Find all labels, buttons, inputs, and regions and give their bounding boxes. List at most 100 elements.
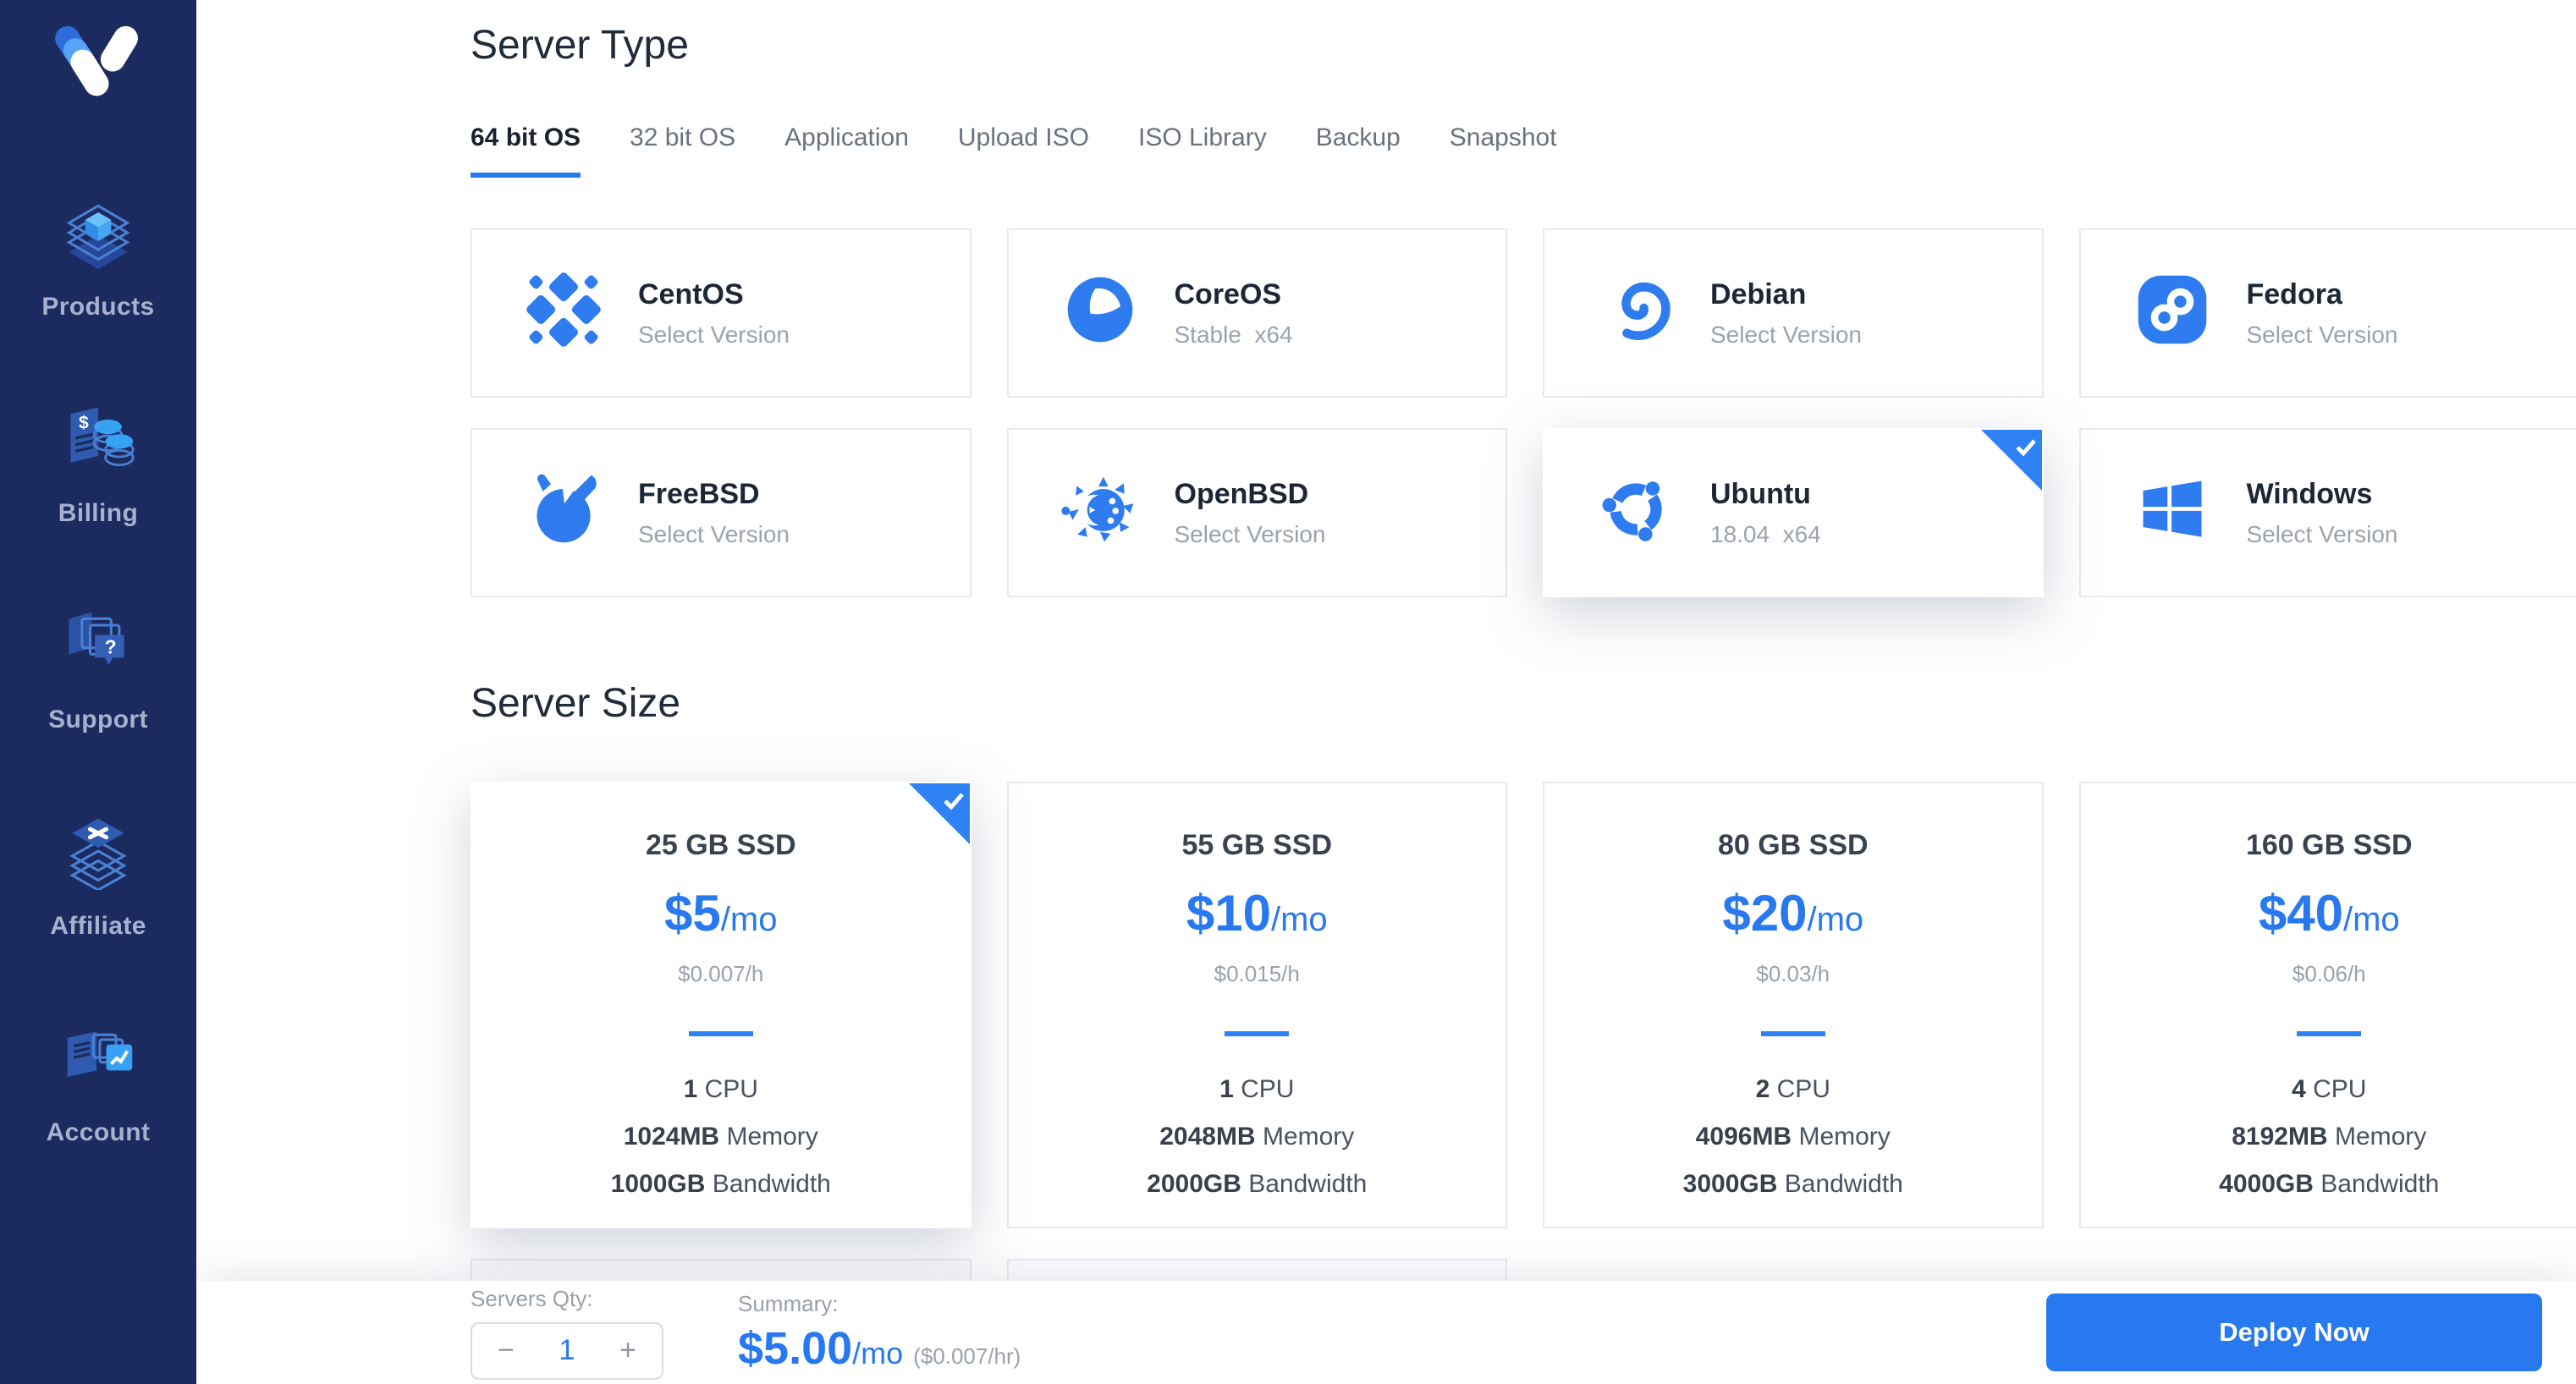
plan-divider [1225,1031,1290,1036]
next-row-partial-cards [471,1259,2576,1282]
sidebar-item-support[interactable]: ? Support [48,606,148,734]
summary-price-line: $5.00/mo ($0.007/hr) [738,1322,1021,1374]
size-card-160gb[interactable]: 160 GB SSD $40/mo $0.06/h 4 CPU 8192MB M… [2078,782,2576,1228]
os-card-fedora[interactable]: Fedora Select Version [2078,228,2576,398]
os-card-debian[interactable]: Debian Select Version [1543,228,2044,398]
summary-block: Summary: $5.00/mo ($0.007/hr) [738,1291,1021,1375]
qty-increase-button[interactable]: + [616,1334,640,1367]
tab-32-bit-os[interactable]: 32 bit OS [630,124,736,151]
main-content: Server Type 64 bit OS 32 bit OS Applicat… [196,0,2576,1282]
os-name: Windows [2246,477,2373,510]
tab-iso-library[interactable]: ISO Library [1137,124,1267,151]
debian-icon [1597,271,1675,355]
os-version: Select Version [2246,520,2398,547]
summary-hourly: ($0.007/hr) [913,1343,1021,1369]
plan-price: $10/mo [1186,885,1328,942]
sidebar-item-products[interactable]: Products [41,193,154,321]
sidebar-item-label: Account [46,1118,151,1146]
os-name: FreeBSD [638,477,760,510]
products-icon [59,193,137,277]
check-icon [943,793,964,810]
os-version: Stable x64 [1174,321,1293,348]
os-name: Ubuntu [1710,477,1811,510]
sidebar-item-billing[interactable]: $ Billing [58,399,138,528]
os-card-centos[interactable]: CentOS Select Version [471,228,972,398]
deploy-now-button[interactable]: Deploy Now [2046,1293,2542,1371]
check-icon [2015,439,2036,457]
centos-icon [525,271,603,355]
server-type-tabs: 64 bit OS 32 bit OS Application Upload I… [471,124,2576,178]
servers-qty-label: Servers Qty: [471,1285,593,1311]
plan-specs: 2 CPU 4096MB Memory 3000GB Bandwidth [1682,1075,1903,1198]
plan-price: $40/mo [2258,885,2400,942]
partial-card [471,1259,972,1282]
plan-hourly: $0.03/h [1756,961,1830,986]
servers-qty-block: Servers Qty: − 1 + [471,1286,663,1380]
plan-storage: 25 GB SSD [645,829,796,861]
plan-divider [688,1031,753,1036]
qty-decrease-button[interactable]: − [494,1334,518,1367]
sidebar: Products $ Billin [0,0,196,1384]
size-card-25gb[interactable]: 25 GB SSD $5/mo $0.007/h 1 CPU 1024MB Me… [471,782,972,1228]
sidebar-item-account[interactable]: Account [47,1019,151,1147]
os-version: Select Version [638,321,790,348]
os-version: Select Version [2246,321,2398,348]
tab-application[interactable]: Application [784,124,909,151]
os-name: Debian [1710,277,1807,310]
svg-text:?: ? [105,636,117,658]
tab-backup[interactable]: Backup [1315,124,1401,151]
deploy-footer: Servers Qty: − 1 + Summary: $5.00/mo ($0… [196,1281,2576,1384]
os-version: Select Version [1710,321,1862,348]
coreos-icon [1061,271,1139,355]
tab-snapshot[interactable]: Snapshot [1449,124,1557,151]
os-card-windows[interactable]: Windows Select Version [2078,428,2576,597]
plan-hourly: $0.007/h [678,961,764,986]
support-icon: ? [59,606,137,690]
quantity-stepper[interactable]: − 1 + [471,1321,663,1380]
size-card-80gb[interactable]: 80 GB SSD $20/mo $0.03/h 2 CPU 4096MB Me… [1543,782,2044,1228]
windows-icon [2133,470,2211,555]
server-type-title: Server Type [471,23,689,68]
plan-hourly: $0.06/h [2292,961,2366,986]
summary-label: Summary: [738,1290,839,1316]
sidebar-item-affiliate[interactable]: Affiliate [50,812,146,941]
account-icon [59,1019,137,1103]
os-version: 18.04 x64 [1710,520,1821,547]
qty-value: 1 [559,1334,575,1366]
sidebar-item-label: Billing [58,499,139,527]
plan-specs: 4 CPU 8192MB Memory 4000GB Bandwidth [2219,1075,2440,1198]
size-card-55gb[interactable]: 55 GB SSD $10/mo $0.015/h 1 CPU 2048MB M… [1006,782,1507,1228]
vultr-logo[interactable] [52,24,144,108]
sidebar-item-label: Products [41,293,155,321]
partial-card [1006,1259,1507,1282]
tab-64-bit-os[interactable]: 64 bit OS [471,124,581,178]
plan-storage: 160 GB SSD [2245,829,2413,861]
os-version: Select Version [638,520,790,547]
size-grid: 25 GB SSD $5/mo $0.007/h 1 CPU 1024MB Me… [471,782,2576,1228]
openbsd-icon [1060,470,1139,555]
os-card-freebsd[interactable]: FreeBSD Select Version [471,428,972,597]
tab-upload-iso[interactable]: Upload ISO [957,124,1089,151]
fedora-icon [2133,271,2211,355]
billing-icon: $ [59,399,137,484]
plan-hourly: $0.015/h [1214,961,1300,986]
plan-price: $5/mo [664,885,778,942]
affiliate-icon [59,812,137,897]
plan-specs: 1 CPU 2048MB Memory 2000GB Bandwidth [1147,1075,1368,1198]
selected-check-corner [908,783,970,844]
server-size-title: Server Size [471,681,681,726]
os-card-coreos[interactable]: CoreOS Stable x64 [1006,228,1507,398]
ubuntu-icon [1597,470,1675,555]
plan-storage: 80 GB SSD [1717,829,1869,861]
os-grid: CentOS Select Version CoreOS Stable x64 [471,228,2576,597]
plan-storage: 55 GB SSD [1181,829,1333,861]
os-name: CoreOS [1174,277,1282,310]
sidebar-item-label: Affiliate [50,912,146,940]
plan-divider [2297,1031,2362,1036]
selected-check-corner [1980,430,2042,491]
os-card-ubuntu[interactable]: Ubuntu 18.04 x64 [1543,428,2044,597]
plan-specs: 1 CPU 1024MB Memory 1000GB Bandwidth [610,1075,831,1198]
os-name: OpenBSD [1174,477,1309,510]
svg-text:$: $ [79,414,89,433]
os-card-openbsd[interactable]: OpenBSD Select Version [1006,428,1507,597]
